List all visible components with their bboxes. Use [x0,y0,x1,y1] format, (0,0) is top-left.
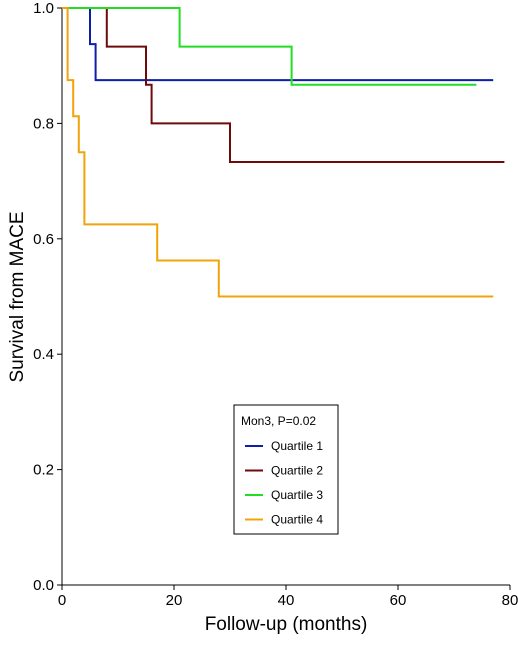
y-axis-label: Survival from MACE [7,211,28,382]
legend-label: Quartile 4 [271,513,323,527]
series-line-quartile-4 [62,7,494,298]
x-axis-label: Follow-up (months) [205,614,368,635]
legend-label: Quartile 2 [271,464,323,478]
x-tick-label: 40 [278,592,295,609]
x-tick-label: 0 [58,592,66,609]
y-tick-label: 0.2 [33,462,54,479]
legend-label: Quartile 3 [271,488,323,502]
x-tick-label: 20 [166,592,183,609]
y-tick-label: 0.0 [33,577,54,594]
y-tick-label: 0.8 [33,115,54,132]
series-line-quartile-1 [62,7,494,82]
series-line-quartile-3 [62,7,477,86]
legend-items: Quartile 1 Quartile 2 Quartile 3 Quartile 4 [245,439,323,527]
legend-label: Quartile 1 [271,439,323,453]
x-tick-label: 60 [390,592,407,609]
x-tick-label: 80 [502,592,518,609]
series-line-quartile-2 [62,7,505,164]
legend-title: Mon3, P=0.02 [241,414,316,428]
y-tick-label: 0.4 [33,346,54,363]
y-tick-label: 0.6 [33,231,54,248]
series-lines [62,7,505,298]
y-tick-label: 1.0 [33,0,54,17]
axes: 0 20 40 60 80 0.0 0.2 0.4 0.6 0.8 1.0 [33,0,518,609]
